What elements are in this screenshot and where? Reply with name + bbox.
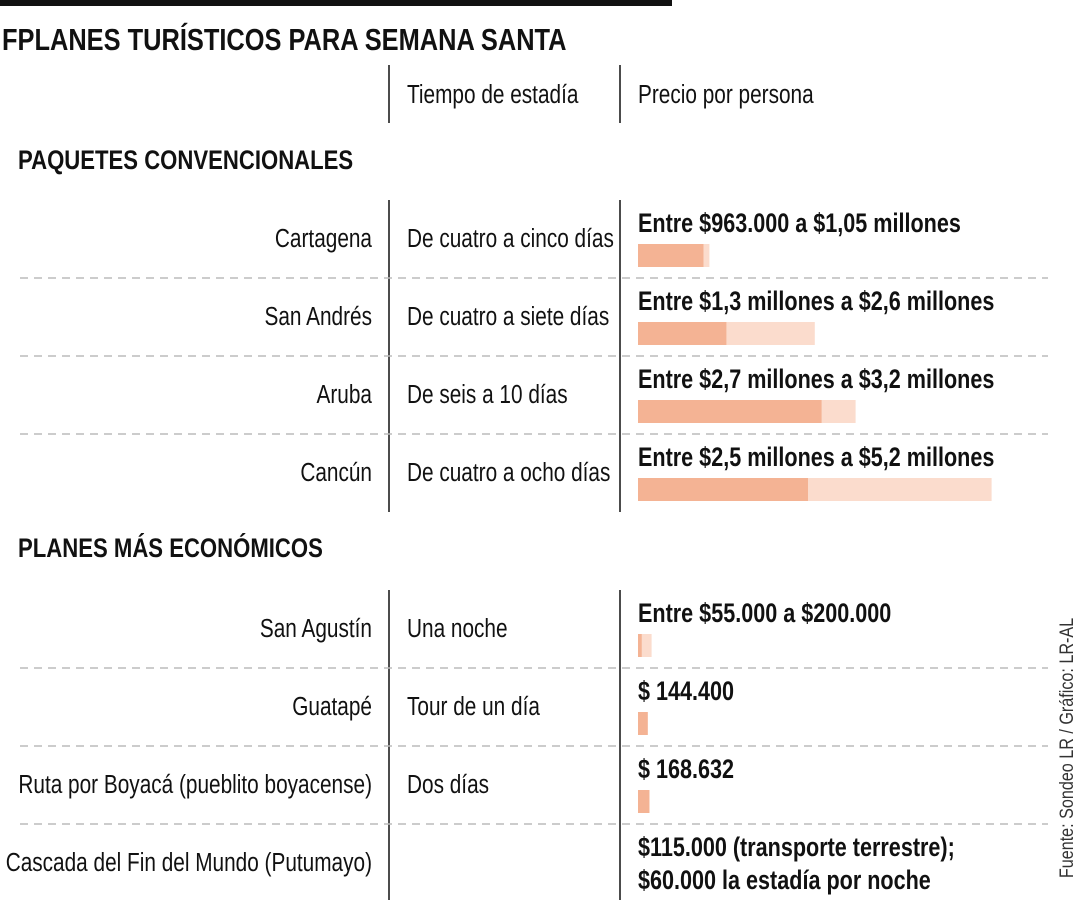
place: Cartagena <box>275 224 373 253</box>
top-rule <box>0 0 672 6</box>
price-label: Entre $1,3 millones a $2,6 millones <box>638 287 994 317</box>
price-label: Entre $55.000 a $200.000 <box>638 599 891 629</box>
price-label: $ 168.632 <box>638 755 734 785</box>
stay: De cuatro a cinco días <box>407 224 614 253</box>
bar-low <box>638 712 648 735</box>
place: San Agustín <box>260 614 372 643</box>
header-stay: Tiempo de estadía <box>407 80 579 109</box>
bar-low <box>638 790 650 813</box>
price-label: $60.000 la estadía por noche <box>638 866 931 896</box>
price-label: Entre $963.000 a $1,05 millones <box>638 209 961 239</box>
bar-low <box>638 400 822 423</box>
place: San Andrés <box>265 302 372 331</box>
place: Cascada del Fin del Mundo (Putumayo) <box>6 848 372 877</box>
section-title: PAQUETES CONVENCIONALES <box>18 146 353 176</box>
place: Guatapé <box>292 692 372 721</box>
stay: Tour de un día <box>407 692 541 721</box>
bar-low <box>638 322 727 345</box>
price-label: $115.000 (transporte terrestre); <box>638 833 955 863</box>
place: Ruta por Boyacá (pueblito boyacense) <box>18 770 372 799</box>
price-label: $ 144.400 <box>638 677 734 707</box>
price-label: Entre $2,5 millones a $5,2 millones <box>638 443 994 473</box>
stay: Una noche <box>407 614 508 643</box>
bar-low <box>638 634 642 657</box>
header-price: Precio por persona <box>638 80 814 109</box>
stay: De cuatro a ocho días <box>407 458 610 487</box>
price-label: Entre $2,7 millones a $3,2 millones <box>638 365 994 395</box>
bar-low <box>638 478 808 501</box>
place: Aruba <box>317 380 373 409</box>
bar-low <box>638 244 704 267</box>
stay: Dos días <box>407 770 489 799</box>
title: FPLANES TURÍSTICOS PARA SEMANA SANTA <box>2 23 567 58</box>
place: Cancún <box>300 458 372 487</box>
stay: De cuatro a siete días <box>407 302 609 331</box>
section-title: PLANES MÁS ECONÓMICOS <box>18 533 323 564</box>
stay: De seis a 10 días <box>407 380 568 409</box>
source: Fuente: Sondeo LR / Gráfico: LR-AL <box>1056 618 1078 878</box>
